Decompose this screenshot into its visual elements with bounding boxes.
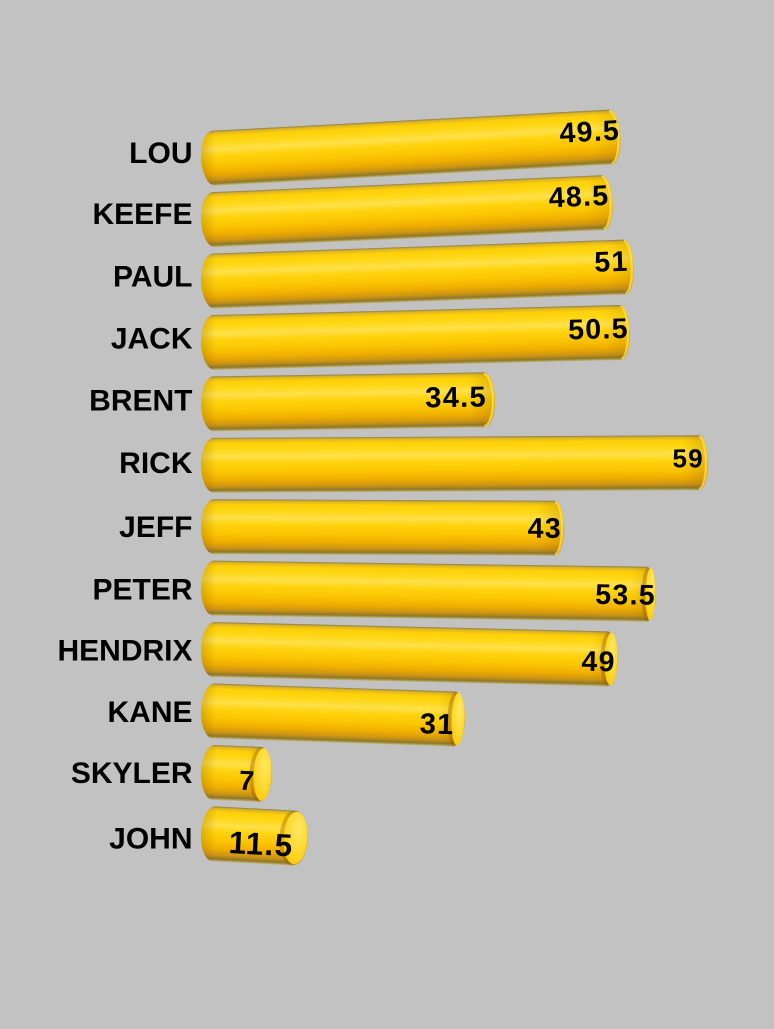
svg-text:50.5: 50.5 xyxy=(568,313,629,346)
svg-text:JACK: JACK xyxy=(111,323,193,356)
svg-text:KEEFE: KEEFE xyxy=(92,198,192,231)
svg-text:49: 49 xyxy=(581,646,616,679)
svg-text:BRENT: BRENT xyxy=(89,384,192,417)
svg-text:KANE: KANE xyxy=(107,696,192,729)
svg-text:PAUL: PAUL xyxy=(113,260,192,293)
svg-text:HENDRIX: HENDRIX xyxy=(57,635,192,668)
svg-text:SKYLER: SKYLER xyxy=(71,757,193,790)
svg-text:7: 7 xyxy=(238,765,256,797)
svg-text:RICK: RICK xyxy=(119,447,193,480)
svg-text:59: 59 xyxy=(672,443,704,473)
svg-text:53.5: 53.5 xyxy=(595,579,656,612)
svg-text:JOHN: JOHN xyxy=(109,823,192,856)
svg-text:31: 31 xyxy=(419,708,455,741)
svg-text:51: 51 xyxy=(594,246,629,279)
svg-text:48.5: 48.5 xyxy=(548,180,610,215)
svg-text:JEFF: JEFF xyxy=(119,511,192,544)
svg-text:PETER: PETER xyxy=(92,573,192,606)
svg-text:43: 43 xyxy=(528,513,562,545)
svg-text:11.5: 11.5 xyxy=(228,824,295,863)
svg-text:LOU: LOU xyxy=(129,137,192,170)
svg-text:34.5: 34.5 xyxy=(425,381,487,414)
svg-text:49.5: 49.5 xyxy=(559,115,621,150)
